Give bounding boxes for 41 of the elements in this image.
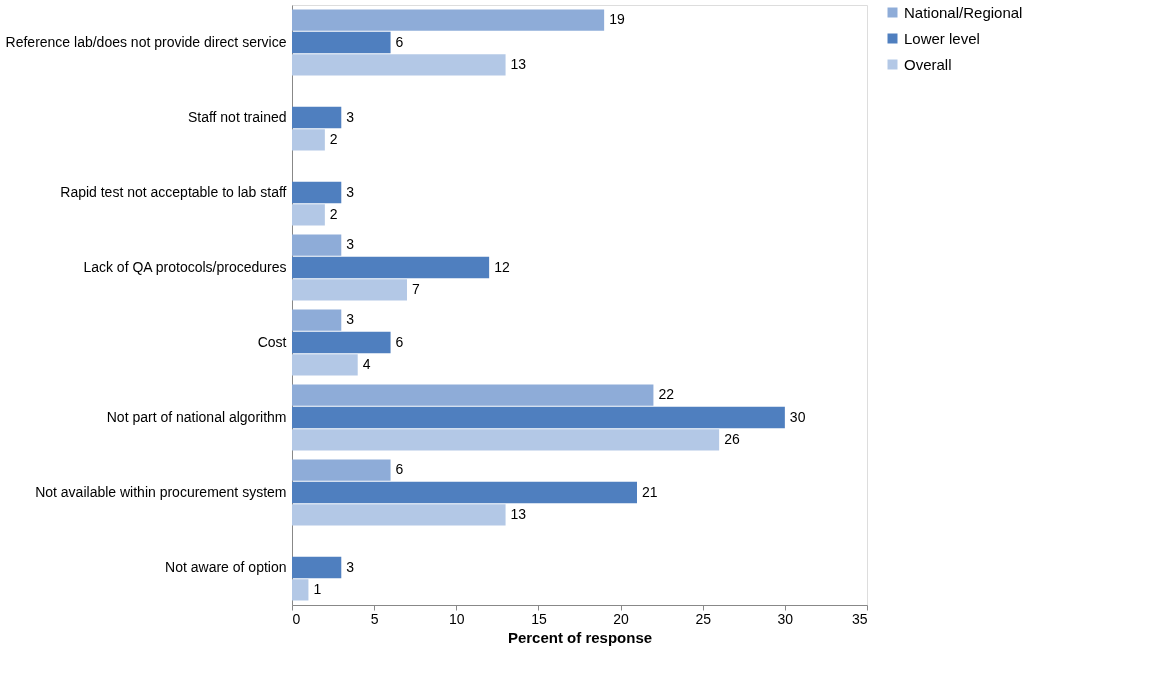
x-tick-label: 25 bbox=[695, 610, 712, 627]
x-tick-label: 0 bbox=[292, 610, 301, 627]
data-label: 3 bbox=[346, 108, 355, 125]
x-tick-label: 5 bbox=[370, 610, 379, 627]
data-label: 26 bbox=[724, 430, 740, 447]
data-label: 1 bbox=[313, 580, 322, 597]
x-tick-label: 10 bbox=[449, 610, 465, 627]
data-label: 4 bbox=[362, 355, 371, 372]
data-label: 3 bbox=[346, 183, 355, 200]
data-label: 7 bbox=[412, 280, 420, 297]
x-axis-title: Percent of response bbox=[507, 628, 653, 646]
legend-label: Lower level bbox=[904, 29, 980, 47]
x-tick-label: 30 bbox=[777, 610, 794, 627]
y-tick-label: Staff not trained bbox=[187, 108, 287, 125]
y-tick-label: Not part of national algorithm bbox=[106, 408, 287, 425]
legend-label: National/Regional bbox=[904, 3, 1023, 21]
y-tick-label: Rapid test not acceptable to lab staff bbox=[60, 183, 287, 200]
data-label: 3 bbox=[346, 311, 355, 328]
data-label: 3 bbox=[346, 558, 355, 575]
x-tick-label: 15 bbox=[531, 610, 547, 627]
y-tick-label: Not available within procurement system bbox=[35, 483, 287, 500]
data-label: 12 bbox=[494, 258, 510, 275]
x-tick-label: 20 bbox=[613, 610, 630, 627]
y-tick-label: Cost bbox=[257, 333, 287, 350]
data-label: 19 bbox=[609, 11, 625, 28]
data-label: 22 bbox=[658, 386, 675, 403]
data-label: 13 bbox=[510, 55, 527, 72]
data-label: 13 bbox=[510, 505, 527, 522]
x-tick-label: 35 bbox=[851, 610, 868, 627]
data-label: 3 bbox=[346, 236, 355, 253]
legend-label: Overall bbox=[904, 55, 952, 73]
y-tick-label: Not aware of option bbox=[165, 558, 287, 575]
y-tick-label: Lack of QA protocols/procedures bbox=[83, 258, 287, 275]
data-label: 2 bbox=[329, 205, 338, 222]
data-label: 6 bbox=[395, 461, 404, 478]
data-label: 6 bbox=[395, 333, 404, 350]
data-label: 2 bbox=[329, 130, 338, 147]
data-label: 21 bbox=[642, 483, 658, 500]
y-tick-label: Reference lab/does not provide direct service bbox=[5, 33, 287, 50]
data-label: 30 bbox=[789, 408, 806, 425]
data-label: 6 bbox=[395, 33, 404, 50]
